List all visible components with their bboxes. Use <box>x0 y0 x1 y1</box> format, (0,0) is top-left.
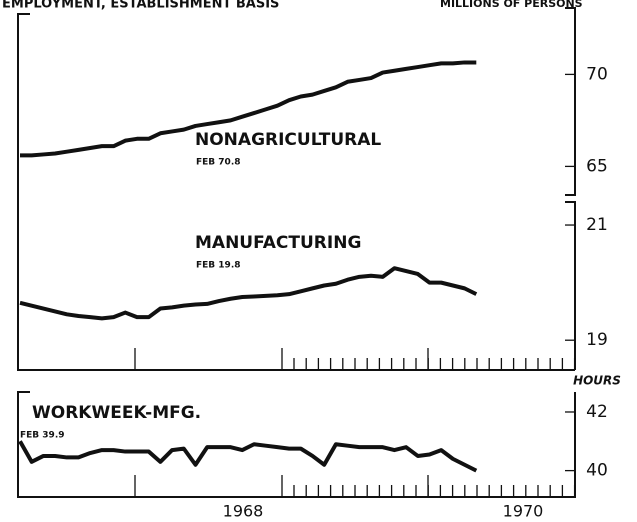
series-label: WORKWEEK-MFG. <box>32 403 201 423</box>
series-line <box>19 266 478 321</box>
y-tick-label: 40 <box>586 461 608 481</box>
y-tick-label: 19 <box>586 330 608 350</box>
bottom-frame <box>17 391 576 498</box>
y-tick-label: 21 <box>586 215 608 235</box>
series-note: FEB 70.8 <box>196 158 241 168</box>
chart-title: EMPLOYMENT, ESTABLISHMENT BASIS <box>2 0 279 12</box>
series-line <box>18 440 478 473</box>
series-line <box>20 60 477 158</box>
x-label: 1968 <box>223 502 264 521</box>
series-note: FEB 39.9 <box>20 431 65 441</box>
y-tick-label: 70 <box>586 64 608 84</box>
top-corner <box>17 13 30 18</box>
series-note: FEB 19.8 <box>196 261 241 271</box>
top-axis-1 <box>565 7 576 196</box>
x-label: 1970 <box>503 502 544 521</box>
y-tick-label: 42 <box>586 402 608 422</box>
top-frame <box>17 18 575 371</box>
y-tick-label: 65 <box>586 156 608 176</box>
units-label: MILLIONS OF PERSONS <box>440 0 583 10</box>
axis-label: HOURS <box>573 374 621 388</box>
top-axis-2 <box>565 201 576 370</box>
series-label: MANUFACTURING <box>195 233 361 253</box>
series-label: NONAGRICULTURAL <box>195 130 381 150</box>
